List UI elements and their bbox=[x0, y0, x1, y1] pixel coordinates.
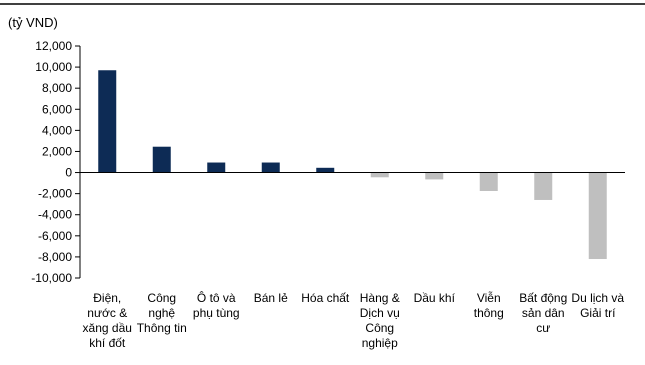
category-label-line: sản dân bbox=[522, 306, 565, 320]
y-tick-label: -8,000 bbox=[38, 250, 72, 264]
category-label-0: Điện, nước & xăng dầu khí đốt bbox=[83, 291, 132, 350]
bar-6 bbox=[425, 172, 444, 180]
y-tick-label: 10,000 bbox=[35, 60, 72, 74]
bar-9 bbox=[588, 172, 607, 260]
category-label-line: Hàng & bbox=[360, 291, 400, 305]
category-label-line: nghiệp bbox=[362, 336, 398, 350]
category-label-line: xăng dầu bbox=[83, 321, 132, 335]
bar-8 bbox=[534, 172, 553, 200]
category-label-line: Viễn bbox=[477, 290, 501, 305]
category-label-8: Bất động sản dân cư bbox=[519, 291, 567, 335]
y-tick-label: -10,000 bbox=[31, 271, 72, 285]
y-tick-label: 12,000 bbox=[35, 39, 72, 53]
category-label-line: Ô tô và bbox=[197, 290, 236, 305]
category-label-2: Ô tô và phụ tùng bbox=[193, 290, 240, 320]
y-tick-label: -4,000 bbox=[38, 208, 72, 222]
y-tick-label: 0 bbox=[65, 166, 72, 180]
y-tick-label: 6,000 bbox=[42, 102, 72, 116]
y-tick-label: 4,000 bbox=[42, 123, 72, 137]
category-label-1: Công nghệ Thông tin bbox=[137, 291, 187, 335]
category-label-line: nghệ bbox=[148, 306, 175, 320]
y-axis-unit-label: (tỷ VND) bbox=[8, 15, 58, 30]
category-label-line: Bán lẻ bbox=[254, 291, 288, 305]
category-label-line: Thông tin bbox=[137, 321, 187, 335]
category-label-line: Du lịch và bbox=[571, 291, 624, 305]
bars bbox=[98, 70, 607, 260]
category-label-line: phụ tùng bbox=[193, 306, 240, 320]
bar-1 bbox=[152, 146, 171, 173]
category-label-line: Dầu khí bbox=[414, 291, 456, 305]
bar-2 bbox=[207, 162, 226, 173]
y-tick-label: 2,000 bbox=[42, 144, 72, 158]
y-tick-label: -2,000 bbox=[38, 187, 72, 201]
category-label-line: Hóa chất bbox=[301, 291, 350, 305]
category-label-4: Hóa chất bbox=[301, 291, 350, 305]
category-label-3: Bán lẻ bbox=[254, 291, 288, 305]
category-label-7: Viễn thông bbox=[474, 290, 504, 320]
category-label-6: Dầu khí bbox=[414, 291, 456, 305]
category-label-line: Công bbox=[147, 291, 176, 305]
category-label-line: Công bbox=[365, 321, 394, 335]
y-tick-label: 8,000 bbox=[42, 81, 72, 95]
y-axis-ticks: 12,000 10,000 8,000 6,000 4,000 2,000 0 -2,000 -… bbox=[31, 39, 80, 285]
category-label-line: Dịch vụ bbox=[360, 306, 400, 320]
category-label-line: Điện, bbox=[93, 291, 121, 305]
category-label-line: Bất động bbox=[519, 291, 567, 305]
bar-7 bbox=[479, 172, 498, 191]
y-tick-label: -6,000 bbox=[38, 229, 72, 243]
category-label-line: cư bbox=[536, 321, 550, 335]
bar-3 bbox=[261, 162, 280, 173]
bar-0 bbox=[98, 70, 117, 173]
category-label-line: thông bbox=[474, 306, 504, 320]
bar-4 bbox=[316, 167, 335, 173]
category-label-line: khí đốt bbox=[89, 336, 126, 350]
category-label-9: Du lịch và Giải trí bbox=[571, 291, 624, 320]
category-label-5: Hàng & Dịch vụ Công nghiệp bbox=[360, 291, 400, 350]
category-label-line: Giải trí bbox=[580, 306, 616, 320]
category-label-line: nước & bbox=[87, 306, 127, 320]
bar-5 bbox=[370, 172, 389, 178]
